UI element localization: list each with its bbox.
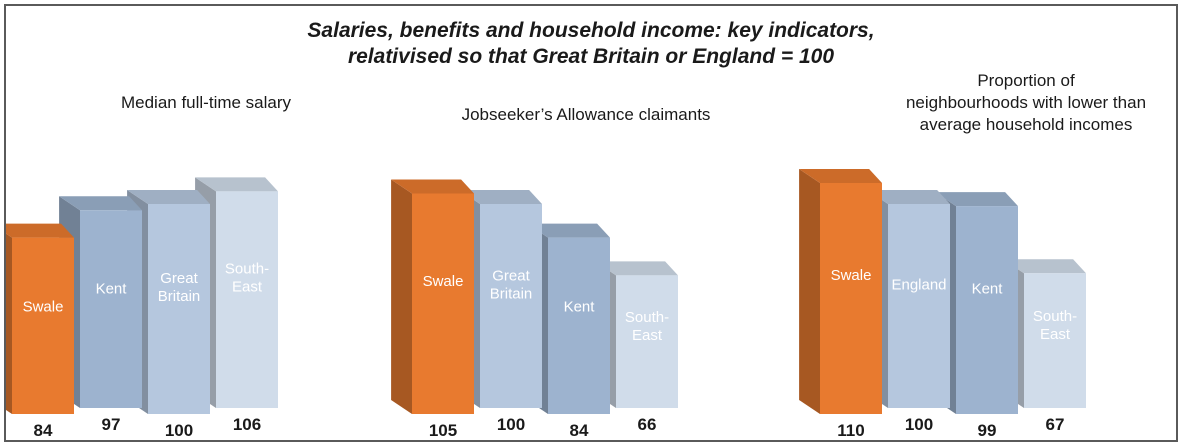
chart-frame: Salaries, benefits and household income:… [4, 4, 1178, 442]
bar-category-label-line: Great [492, 268, 530, 285]
bar-value-label: 97 [102, 415, 121, 434]
bar-front-face [216, 191, 278, 408]
bar-front-face [412, 193, 474, 414]
panel-title-income-line-2: neighbourhoods with lower than [905, 93, 1147, 112]
bar-top-face [799, 169, 882, 183]
bar-category-label-line: Great [160, 270, 198, 287]
main-title: Salaries, benefits and household income:… [6, 18, 1176, 70]
chart-1: South-East 66 Kent 84 Great Britain 100 Swale 10… [391, 179, 678, 440]
bar-front-face [616, 275, 678, 408]
bar-front-face [12, 237, 74, 414]
chart-0: South-East 106 Great Britain 100 Kent 97 Swale 8… [6, 177, 278, 440]
bar-top-face [1003, 259, 1086, 274]
panel-title-jobseeker: Jobseeker’s Allowance claimants [386, 104, 786, 126]
bar-front-face [480, 204, 542, 408]
bar-value-label: 106 [233, 415, 261, 434]
bar-top-face [867, 190, 950, 204]
bar-top-face [527, 223, 610, 238]
bar-front-face [80, 210, 142, 408]
bar-category-label: South-East [1033, 308, 1077, 343]
bar-category-label-line: East [232, 278, 263, 295]
bar-category-label: Swale [423, 273, 464, 290]
panel-title-income: Proportion of neighbourhoods with lower … [886, 70, 1166, 136]
bar-category-label-line: Kent [972, 280, 1004, 297]
bar-front-face [1024, 273, 1086, 408]
bar-category-label: Kent [96, 280, 128, 297]
bar-top-face [6, 223, 74, 238]
panel-title-salary-line: Median full-time salary [120, 93, 292, 112]
bar-category-label: South-East [625, 309, 669, 344]
bar-front-face [148, 204, 210, 414]
bar-front-face [548, 237, 610, 414]
bar-category-label-line: South- [225, 260, 269, 277]
bar-1-1: Great Britain 100 [459, 190, 542, 434]
bar-value-label: 100 [497, 415, 525, 434]
bar-value-label: 110 [837, 421, 864, 440]
bar-category-label-line: South- [1033, 308, 1077, 325]
bar-category-label-line: Swale [831, 267, 872, 284]
bar-category-label-line: Kent [96, 280, 128, 297]
main-title-line-1: Salaries, benefits and household income:… [307, 19, 875, 42]
bar-category-label-line: England [891, 277, 946, 294]
bar-left-face [391, 179, 412, 414]
bar-value-label: 100 [165, 421, 193, 440]
bar-front-face [956, 206, 1018, 414]
bar-top-face [935, 192, 1018, 207]
bar-category-label: Great Britain [158, 270, 201, 305]
bar-1-0: Swale 105 [391, 179, 474, 440]
panel-title-income-line-1: Proportion of [977, 71, 1075, 90]
bar-top-face [195, 177, 278, 192]
bar-category-label-line: Britain [158, 288, 201, 305]
bar-top-face [391, 179, 474, 194]
bar-left-face [799, 169, 820, 414]
bar-top-face [59, 196, 142, 211]
panel-title-income-line-3: average household incomes [919, 115, 1133, 134]
bar-category-label: Swale [831, 267, 872, 284]
bar-category-label-line: East [632, 327, 663, 344]
bar-category-label-line: Swale [423, 273, 464, 290]
bar-value-label: 105 [429, 421, 457, 440]
bar-left-face [6, 233, 12, 414]
bar-category-label-line: Britain [490, 286, 533, 303]
bar-category-label: Kent [564, 299, 596, 316]
bar-2-0: Swale 110 [799, 169, 882, 440]
bar-category-label: England [891, 277, 946, 294]
bar-top-face [127, 190, 210, 204]
bar-value-label: 84 [570, 421, 589, 440]
bar-0-0: Swale 84 [6, 223, 74, 440]
bar-front-face [888, 204, 950, 408]
bar-value-label: 67 [1046, 415, 1065, 434]
bar-category-label-line: South- [625, 309, 669, 326]
chart-2: South-East 67 Kent 99 England 100 Swale 110 [799, 169, 1086, 440]
bar-value-label: 66 [638, 415, 657, 434]
bar-category-label-line: East [1040, 326, 1071, 343]
bar-value-label: 100 [905, 415, 933, 434]
panel-title-salary: Median full-time salary [46, 92, 366, 114]
bar-top-face [595, 261, 678, 276]
bar-2-1: England 100 [867, 190, 950, 434]
bar-top-face [459, 190, 542, 204]
bar-category-label: South-East [225, 260, 269, 295]
panel-title-jobseeker-line: Jobseeker’s Allowance claimants [461, 105, 711, 124]
bar-front-face [820, 183, 882, 414]
bar-category-label-line: Kent [564, 299, 596, 316]
bar-value-label: 84 [34, 421, 53, 440]
main-title-line-2: relativised so that Great Britain or Eng… [347, 45, 835, 68]
bar-category-label: Great Britain [490, 268, 533, 303]
bar-value-label: 99 [978, 421, 997, 440]
bar-category-label: Kent [972, 280, 1004, 297]
bar-category-label-line: Swale [23, 299, 64, 316]
bar-category-label: Swale [23, 299, 64, 316]
